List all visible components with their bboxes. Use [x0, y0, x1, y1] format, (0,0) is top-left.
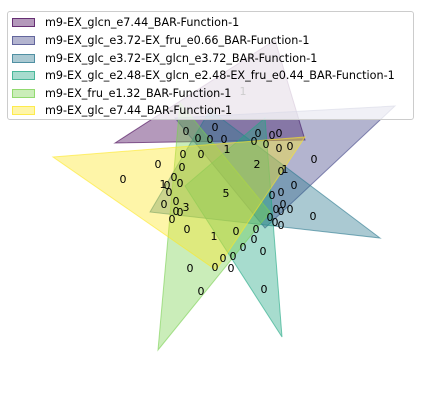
venn-region-count: 0 — [179, 161, 186, 174]
venn-region-count: 1 — [224, 143, 231, 156]
venn-region-count: 0 — [253, 223, 260, 236]
legend-swatch — [12, 53, 35, 63]
venn-region-count: 0 — [180, 148, 187, 161]
legend-swatch — [12, 35, 35, 45]
venn-region-count: 0 — [272, 216, 279, 229]
venn-region-count: 0 — [220, 252, 227, 265]
venn-region-count: 0 — [278, 205, 285, 218]
venn-region-count: 0 — [251, 135, 258, 148]
venn-region-count: 0 — [177, 177, 184, 190]
legend-item: m9-EX_fru_e1.32_BAR-Function-1 — [12, 86, 231, 100]
venn-region-count: 5 — [223, 187, 230, 200]
legend-swatch — [12, 88, 35, 98]
venn-region-count: 0 — [207, 133, 214, 146]
venn-region-count: 0 — [212, 261, 219, 274]
venn-region-count: 0 — [278, 186, 285, 199]
legend-label: m9-EX_glc_e2.48-EX_glcn_e2.48-EX_fru_e0.… — [45, 68, 395, 82]
venn-region-count: 0 — [269, 129, 276, 142]
venn-region-count: 0 — [120, 173, 127, 186]
legend-swatch — [12, 105, 35, 115]
venn-region-count: 0 — [184, 223, 191, 236]
venn-region-count: 0 — [161, 198, 168, 211]
legend-item: m9-EX_glc_e7.44_BAR-Function-1 — [12, 103, 232, 117]
venn-region-count: 0 — [173, 195, 180, 208]
venn-set-shape — [184, 116, 283, 338]
venn-region-count: 0 — [169, 213, 176, 226]
venn-region-count: 0 — [221, 133, 228, 146]
venn-region-count: 0 — [276, 127, 283, 140]
legend-item: m9-EX_glc_e3.72-EX_fru_e0.66_BAR-Functio… — [12, 33, 310, 47]
legend-item: m9-EX_glc_e3.72-EX_glcn_e3.72_BAR-Functi… — [12, 51, 317, 65]
venn-region-count: 0 — [260, 245, 267, 258]
venn-region-count: 0 — [198, 285, 205, 298]
venn-region-count: 0 — [280, 198, 287, 211]
venn-region-count: 0 — [195, 132, 202, 145]
venn-region-count: 0 — [177, 206, 184, 219]
legend-label: m9-EX_glc_e7.44_BAR-Function-1 — [45, 103, 233, 117]
legend-item: m9-EX_glc_e2.48-EX_glcn_e2.48-EX_fru_e0.… — [12, 68, 395, 82]
legend-item: m9-EX_glcn_e7.44_BAR-Function-1 — [12, 15, 239, 29]
legend-label: m9-EX_glcn_e7.44_BAR-Function-1 — [45, 15, 240, 29]
venn-region-count: 0 — [276, 142, 283, 155]
legend-label: m9-EX_fru_e1.32_BAR-Function-1 — [45, 86, 232, 100]
venn-region-count: 0 — [212, 121, 219, 134]
venn-region-count: 0 — [251, 233, 258, 246]
legend-label: m9-EX_glc_e3.72-EX_glcn_e3.72_BAR-Functi… — [45, 51, 318, 65]
venn-region-count: 1 — [282, 163, 289, 176]
venn-region-count: 0 — [164, 179, 171, 192]
venn-set-shape — [157, 101, 271, 352]
venn-region-count: 0 — [240, 241, 247, 254]
venn-region-count: 0 — [230, 250, 237, 263]
venn-region-count: 0 — [261, 283, 268, 296]
venn-region-count: 0 — [255, 127, 262, 140]
legend: m9-EX_glcn_e7.44_BAR-Function-1 m9-EX_gl… — [7, 11, 414, 120]
venn-region-count: 0 — [267, 211, 274, 224]
venn-region-count: 2 — [254, 158, 261, 171]
venn-region-count: 0 — [287, 140, 294, 153]
venn-region-count: 0 — [171, 171, 178, 184]
venn-region-count: 0 — [233, 225, 240, 238]
venn-region-count: 0 — [287, 203, 294, 216]
venn-region-count: 0 — [269, 189, 276, 202]
venn-region-count: 1 — [160, 178, 167, 191]
venn-region-count: 0 — [198, 148, 205, 161]
legend-swatch — [12, 17, 35, 27]
venn-region-count: 0 — [310, 210, 317, 223]
venn-region-count: 3 — [183, 201, 190, 214]
venn-set-shape — [51, 136, 306, 271]
venn-region-count: 0 — [187, 262, 194, 275]
venn-region-count: 0 — [183, 125, 190, 138]
venn-region-count: 0 — [278, 165, 285, 178]
venn-region-count: 0 — [166, 186, 173, 199]
venn-region-count: 0 — [273, 203, 280, 216]
venn-region-count: 0 — [173, 205, 180, 218]
venn-region-count: 0 — [263, 138, 270, 151]
venn-region-count: 1 — [211, 230, 218, 243]
venn-region-count: 0 — [228, 262, 235, 275]
venn-region-count: 0 — [278, 219, 285, 232]
venn-region-count: 0 — [155, 158, 162, 171]
legend-label: m9-EX_glc_e3.72-EX_fru_e0.66_BAR-Functio… — [45, 33, 310, 47]
venn-set-shape — [149, 109, 382, 239]
venn-region-count: 0 — [291, 179, 298, 192]
venn-region-count: 0 — [311, 153, 318, 166]
legend-swatch — [12, 70, 35, 80]
